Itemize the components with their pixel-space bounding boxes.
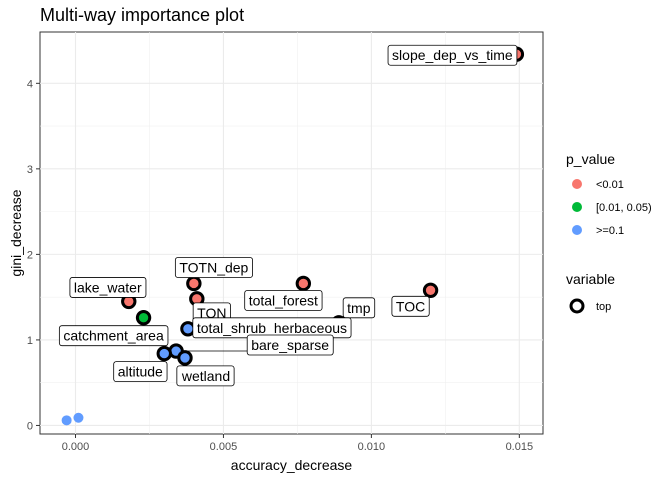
label-text-slope-dep-vs-time: slope_dep_vs_time bbox=[392, 47, 513, 63]
x-tick-label: 0.010 bbox=[358, 441, 386, 453]
label-box-catchment-area bbox=[58, 325, 169, 347]
label-text-ton: TON bbox=[197, 305, 226, 321]
label-text-tmp: tmp bbox=[347, 300, 371, 316]
point-unlabeled bbox=[61, 415, 72, 426]
chart-title: Multi-way importance plot bbox=[40, 5, 244, 25]
label-total-forest: total_forest bbox=[244, 290, 323, 311]
y-axis-title: gini_decrease bbox=[8, 189, 24, 276]
label-box-slope-dep-vs-time bbox=[387, 44, 518, 66]
y-axis: 0 1 2 3 4 bbox=[27, 78, 40, 432]
y-tick-label: 4 bbox=[27, 78, 33, 90]
label-box-altitude bbox=[113, 361, 168, 383]
legend-p-value-entries: <0.01 [0.01, 0.05) >=0.1 bbox=[572, 179, 652, 237]
label-slope-dep-vs-time: slope_dep_vs_time bbox=[387, 44, 518, 66]
point-total-forest bbox=[295, 275, 312, 292]
point-wetland bbox=[177, 350, 193, 366]
x-axis: 0.000 0.005 0.010 0.015 bbox=[62, 434, 533, 453]
legend-entry-2-swatch bbox=[572, 225, 582, 235]
label-wetland: wetland bbox=[176, 365, 235, 387]
label-text-totn-dep: TOTN_dep bbox=[179, 259, 248, 275]
label-altitude: altitude bbox=[113, 361, 168, 383]
label-lake-water: lake_water bbox=[69, 277, 147, 298]
legend-entry-0-swatch bbox=[572, 179, 582, 189]
label-box-totn-dep bbox=[174, 257, 253, 278]
legend-entry-1-label: [0.01, 0.05) bbox=[596, 202, 652, 214]
label-text-catchment-area: catchment_area bbox=[63, 328, 164, 344]
legend-entry-0-label: <0.01 bbox=[596, 179, 624, 191]
label-box-toc bbox=[391, 295, 430, 317]
label-total-shrub-herbaceous: total_shrub_herbaceous bbox=[192, 317, 352, 339]
legend-top-swatch bbox=[569, 298, 585, 314]
point-labels: slope_dep_vs_time TOC total_forest TOTN_dep… bbox=[58, 44, 518, 387]
y-tick-label: 1 bbox=[27, 335, 33, 347]
label-text-lake-water: lake_water bbox=[74, 279, 142, 295]
y-tick-label: 2 bbox=[27, 249, 33, 261]
point-altitude bbox=[156, 345, 172, 362]
label-totn-dep: TOTN_dep bbox=[174, 257, 253, 278]
point-totn-dep bbox=[186, 275, 202, 292]
label-text-wetland: wetland bbox=[181, 368, 230, 384]
point-catchment-area bbox=[135, 309, 152, 326]
label-toc: TOC bbox=[391, 295, 430, 317]
point-toc bbox=[422, 282, 439, 299]
label-bare-sparse: bare_sparse bbox=[246, 334, 334, 356]
x-tick-label: 0.015 bbox=[506, 441, 534, 453]
y-tick-label: 3 bbox=[27, 164, 33, 176]
label-tmp: tmp bbox=[342, 297, 376, 319]
label-text-altitude: altitude bbox=[118, 364, 163, 380]
y-tick-label: 0 bbox=[27, 420, 33, 432]
x-axis-title: accuracy_decrease bbox=[231, 457, 353, 473]
label-box-lake-water bbox=[69, 277, 147, 298]
point-total-shrub-herbaceous bbox=[180, 321, 196, 337]
legend-entry-2-label: >=0.1 bbox=[596, 225, 624, 237]
label-box-wetland bbox=[176, 365, 235, 387]
point-unlabeled bbox=[73, 412, 84, 423]
label-text-bare-sparse: bare_sparse bbox=[251, 337, 329, 353]
legend: p_value <0.01[0.01, 0.05)>=0.1 variable … bbox=[566, 151, 652, 314]
label-catchment-area: catchment_area bbox=[58, 325, 169, 347]
label-text-total-shrub-herbaceous: total_shrub_herbaceous bbox=[197, 320, 347, 336]
legend-title-variable: variable bbox=[566, 271, 615, 287]
label-box-total-forest bbox=[244, 290, 323, 311]
legend-top-label: top bbox=[596, 301, 611, 313]
legend-entry-1-swatch bbox=[572, 202, 582, 212]
x-tick-label: 0.005 bbox=[210, 441, 238, 453]
label-box-tmp bbox=[342, 297, 376, 319]
x-tick-label: 0.000 bbox=[62, 441, 90, 453]
label-text-total-forest: total_forest bbox=[249, 292, 318, 308]
legend-title-p-value: p_value bbox=[566, 151, 615, 167]
label-text-toc: TOC bbox=[396, 298, 425, 314]
plot-panel: slope_dep_vs_time TOC total_forest TOTN_dep… bbox=[39, 31, 544, 435]
label-box-bare-sparse bbox=[246, 334, 334, 356]
